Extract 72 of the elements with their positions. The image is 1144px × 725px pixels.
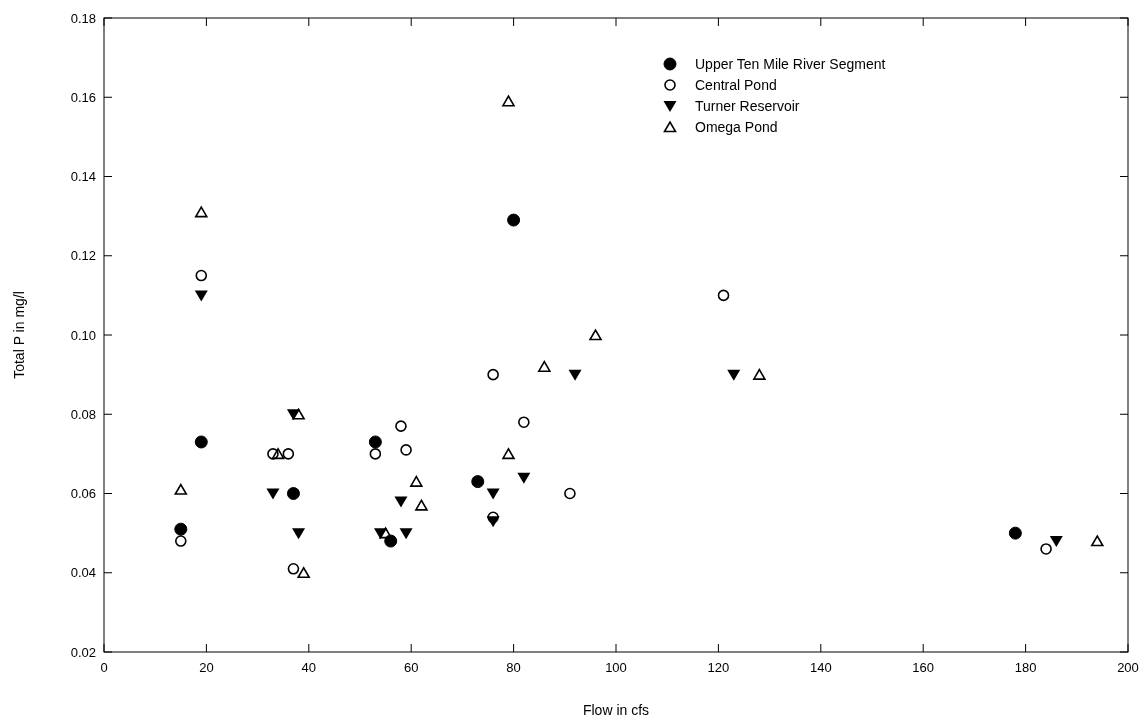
x-tick-label: 180 — [1014, 660, 1037, 675]
point — [194, 435, 208, 449]
point — [267, 448, 279, 460]
point — [369, 448, 382, 460]
y-tick-label: 0.08 — [70, 406, 96, 422]
point — [400, 444, 412, 456]
point — [1008, 526, 1022, 540]
legend-label: Omega Pond — [695, 119, 778, 135]
x-tick-label: 60 — [403, 660, 419, 675]
point — [753, 368, 766, 380]
point — [297, 566, 310, 579]
point — [589, 329, 602, 341]
point — [471, 475, 485, 489]
y-axis-title: Total P in mg/l — [11, 291, 27, 379]
point — [266, 488, 280, 500]
y-tick-label: 0.06 — [70, 486, 96, 501]
point — [487, 368, 499, 381]
point — [727, 369, 741, 381]
point — [502, 448, 515, 460]
point — [399, 528, 413, 540]
point — [287, 562, 300, 575]
point — [487, 511, 499, 524]
x-tick-label: 0 — [100, 660, 108, 675]
point — [564, 487, 576, 500]
point — [538, 360, 551, 372]
x-axis-title: Flow in cfs — [582, 702, 650, 718]
x-tick-label: 120 — [707, 660, 730, 675]
point — [415, 499, 428, 511]
point — [384, 534, 398, 548]
point — [518, 416, 530, 428]
point — [368, 435, 382, 449]
point — [1049, 536, 1063, 548]
point — [394, 496, 408, 508]
x-tick-label: 160 — [912, 660, 935, 675]
point — [410, 475, 423, 487]
y-tick-label: 0.14 — [70, 169, 96, 184]
point — [379, 527, 392, 539]
point — [1040, 543, 1052, 555]
point — [507, 213, 521, 227]
point — [271, 448, 285, 460]
point — [1090, 535, 1104, 547]
point — [174, 483, 188, 495]
y-tick-label: 0.16 — [70, 89, 96, 105]
point — [395, 420, 407, 432]
point — [175, 535, 187, 547]
x-tick-label: 40 — [301, 660, 317, 675]
point — [517, 472, 531, 484]
x-tick-label: 100 — [605, 660, 627, 675]
y-tick-label: 0.12 — [70, 248, 96, 264]
point — [194, 206, 208, 218]
point — [195, 269, 208, 282]
point — [717, 289, 730, 302]
point — [286, 487, 300, 500]
point — [174, 522, 188, 536]
legend-label: Turner Reservoir — [695, 98, 800, 114]
x-tick-label: 20 — [199, 660, 214, 675]
x-tick-label: 80 — [506, 660, 521, 675]
y-tick-label: 0.18 — [70, 10, 96, 26]
y-tick-label: 0.02 — [70, 644, 96, 660]
point — [292, 528, 306, 540]
x-tick-label: 140 — [809, 660, 832, 675]
point — [568, 369, 582, 381]
legend-label: Central Pond — [695, 77, 777, 93]
y-tick-label: 0.10 — [70, 327, 96, 343]
point — [486, 516, 500, 528]
y-tick-label: 0.04 — [70, 565, 96, 581]
x-tick-label: 200 — [1117, 660, 1139, 675]
point — [292, 408, 305, 420]
point — [194, 290, 208, 302]
legend-label: Upper Ten Mile River Segment — [695, 56, 886, 72]
point — [502, 95, 515, 107]
point — [282, 448, 295, 460]
